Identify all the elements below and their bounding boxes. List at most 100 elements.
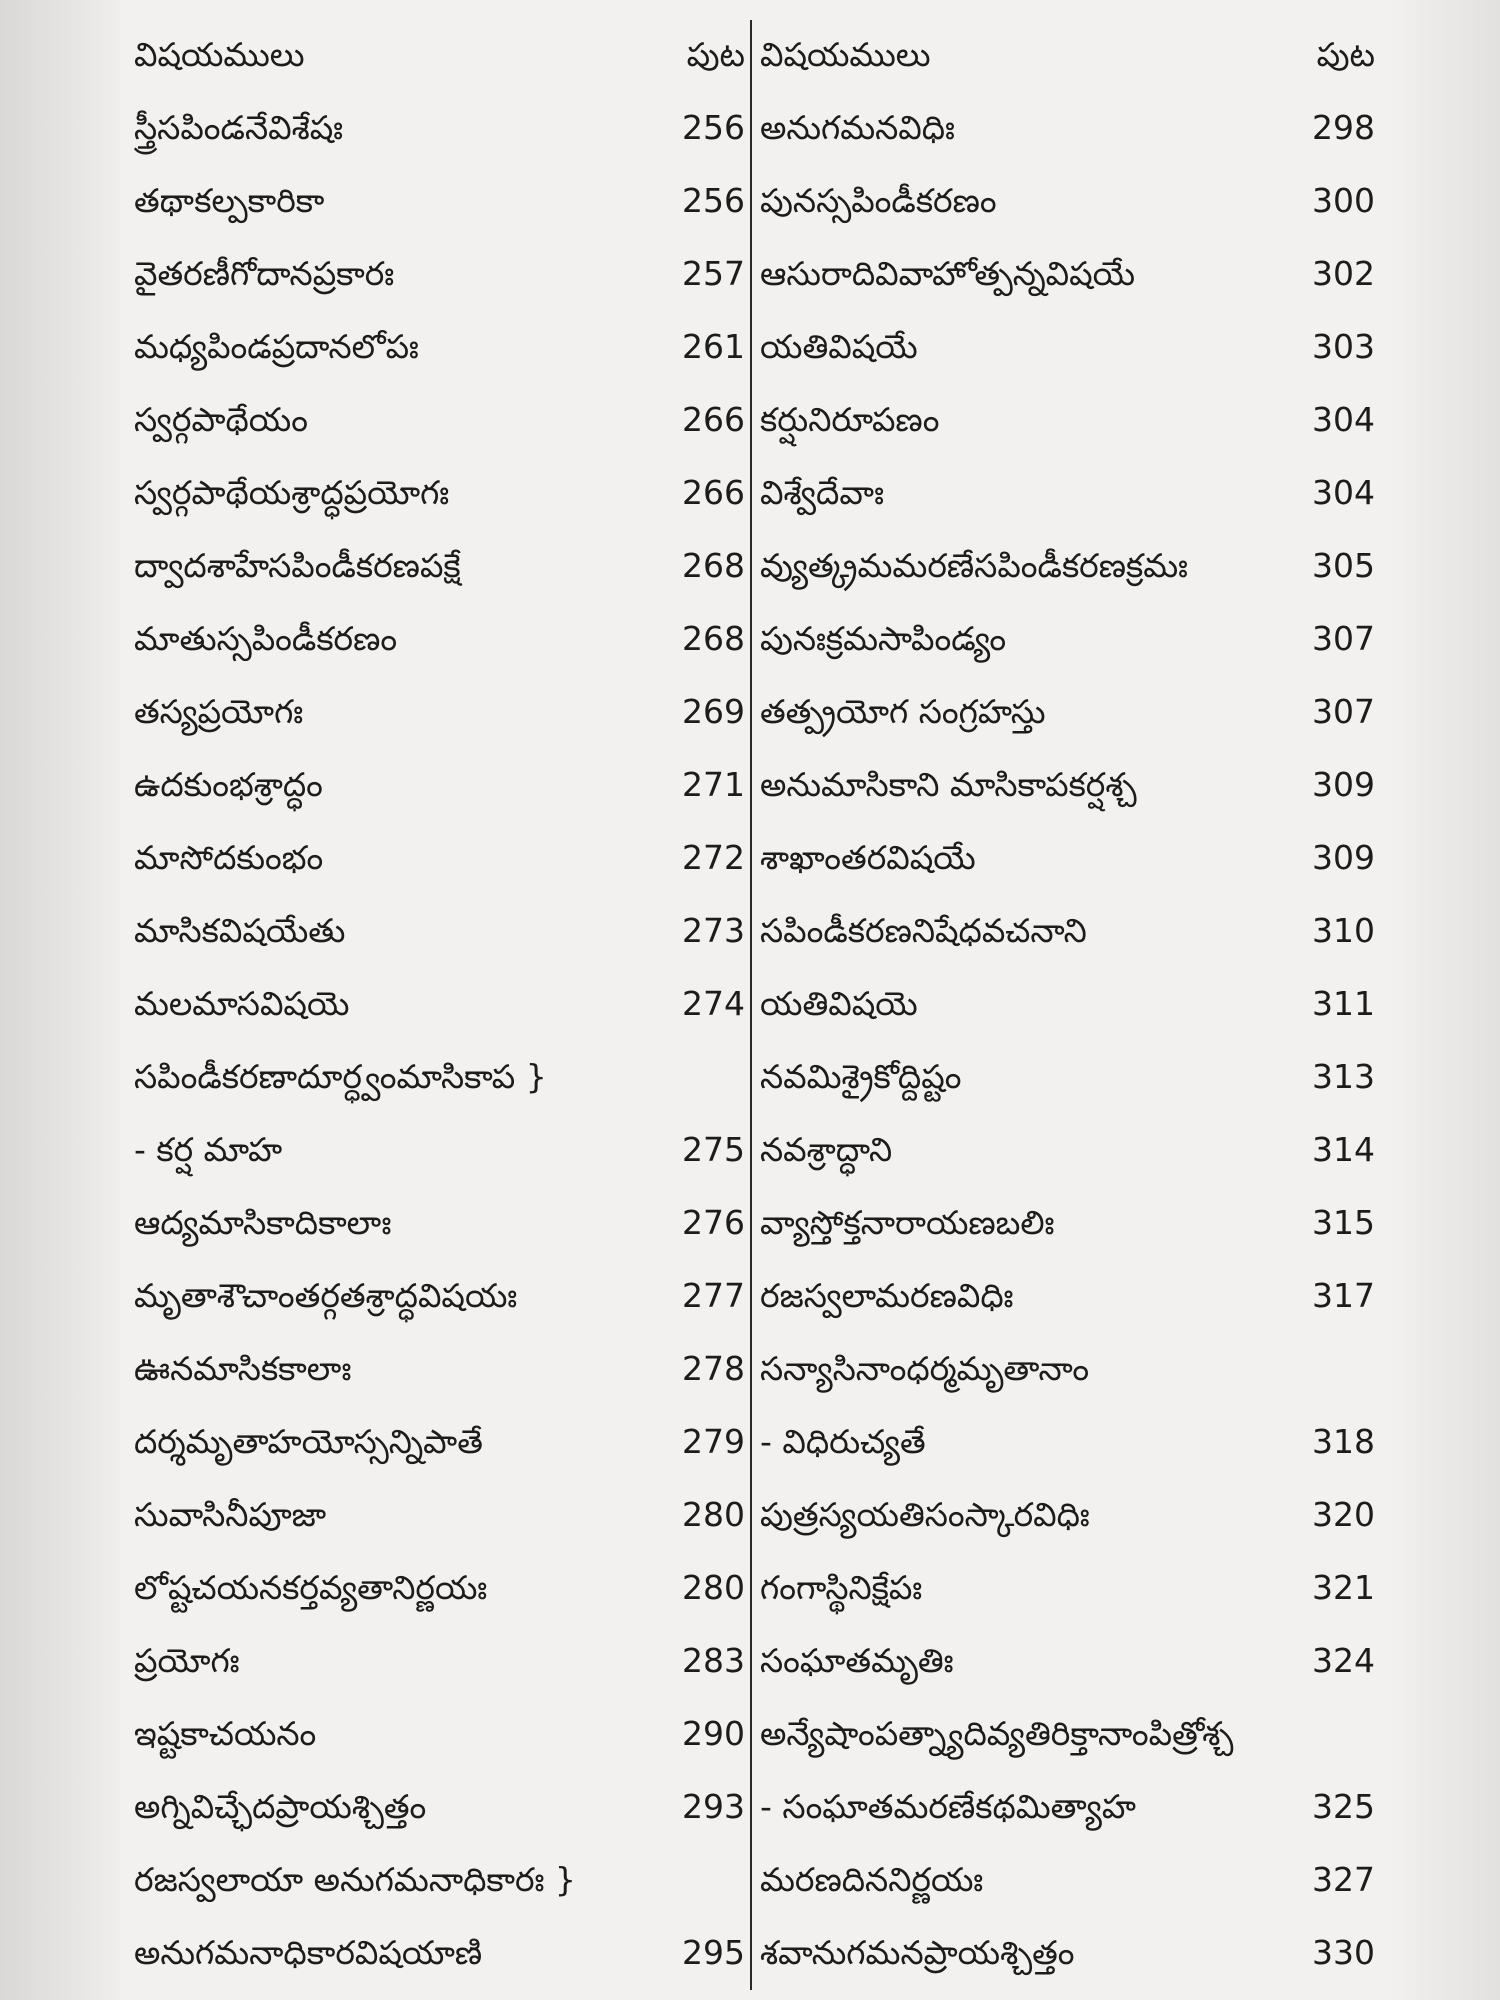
table-row: ఉదకుంభశ్రాద్ధం 271 అనుమాసికాని మాసికాపకర్ష… — [0, 748, 1500, 821]
table-row: మధ్యపిండప్రదానలోపః 261 యతివిషయే 303 — [0, 310, 1500, 383]
table-row: ఇష్టకాచయనం 290 అన్యేషాంపత్న్యాదివ్యతిరిక్త… — [0, 1697, 1500, 1770]
left-page-number: 266 — [682, 400, 745, 439]
left-subject: దర్శమృతాహయోస్సన్నిపాతే — [134, 1422, 483, 1461]
right-page-number: 317 — [1312, 1276, 1375, 1315]
table-row: సపిండీకరణాదూర్ధ్వంమాసికాప } నవమిశ్రైకోద్ద… — [0, 1040, 1500, 1113]
right-page-number: 321 — [1312, 1568, 1375, 1607]
right-page-number: 307 — [1312, 692, 1375, 731]
left-page-number: 266 — [682, 473, 745, 512]
table-row: స్వర్గపాథేయం 266 కర్షునిరూపణం 304 — [0, 383, 1500, 456]
right-subject: వ్యాస్తోక్తనారాయణబలిః — [760, 1203, 1055, 1242]
right-page-number: 303 — [1312, 327, 1375, 366]
left-subject: ఇష్టకాచయనం — [134, 1714, 317, 1753]
right-subject: అనుమాసికాని మాసికాపకర్షశ్చ — [760, 765, 1137, 804]
right-subject: అనుగమనవిధిః — [760, 108, 955, 147]
left-page-number: 261 — [682, 327, 745, 366]
left-subject: సపిండీకరణాదూర్ధ్వంమాసికాప } — [134, 1057, 547, 1096]
right-subject: సంఘాతమృతిః — [760, 1641, 954, 1680]
left-page-number: 290 — [682, 1714, 745, 1753]
right-page-number: 305 — [1312, 546, 1375, 585]
page-edge-shadow — [1390, 0, 1500, 2000]
table-row: మాసికవిషయేతు 273 సపిండీకరణనిషేధవచనాని 310 — [0, 894, 1500, 967]
table-row: మాసోదకుంభం 272 శాఖాంతరవిషయే 309 — [0, 821, 1500, 894]
table-row: ఊనమాసికకాలాః 278 సన్యాసినాంధర్మమృతానాం — [0, 1332, 1500, 1405]
table-row: తస్యప్రయోగః 269 తత్ప్రయోగ సంగ్రహస్తు 307 — [0, 675, 1500, 748]
right-subject: పుత్రస్యయతిసంస్కారవిధిః — [760, 1495, 1090, 1534]
table-row: సువాసినీపూజా 280 పుత్రస్యయతిసంస్కారవిధిః 32… — [0, 1478, 1500, 1551]
left-page-number: 279 — [682, 1422, 745, 1461]
left-subject: ద్వాదశాహేసపిండీకరణపక్షే — [134, 546, 461, 585]
right-subject: నవమిశ్రైకోద్దిష్టం — [760, 1057, 962, 1096]
left-page-number: 277 — [682, 1276, 745, 1315]
right-subject: పునఃక్రమసాపిండ్యం — [760, 619, 1007, 658]
right-page-number: 311 — [1312, 984, 1375, 1023]
right-subject: అన్యేషాంపత్న్యాదివ్యతిరిక్తానాంపిత్రోశ్చ — [760, 1714, 1234, 1753]
right-subject: సపిండీకరణనిషేధవచనాని — [760, 911, 1087, 950]
left-subject-header: విషయములు — [134, 35, 305, 74]
table-row: రజస్వలాయా అనుగమనాధికారః } మరణదిననిర్ణయః 32… — [0, 1843, 1500, 1916]
table-row: లోష్టచయనకర్తవ్యతానిర్ణయః 280 గంగాస్థినిక్ష… — [0, 1551, 1500, 1624]
right-page-number: 327 — [1312, 1860, 1375, 1899]
left-subject: ఊనమాసికకాలాః — [134, 1349, 352, 1388]
left-subject: ఉదకుంభశ్రాద్ధం — [134, 765, 323, 804]
left-page-number: 257 — [682, 254, 745, 293]
table-row: ద్వాదశాహేసపిండీకరణపక్షే 268 వ్యుత్క్రమమరణే… — [0, 529, 1500, 602]
right-page-number: 309 — [1312, 765, 1375, 804]
left-subject: సువాసినీపూజా — [134, 1495, 327, 1534]
table-row: తథాకల్పకారికా 256 పునస్సపిండీకరణం 300 — [0, 164, 1500, 237]
left-subject: ప్రయోగః — [134, 1641, 240, 1680]
left-page-number: 268 — [682, 619, 745, 658]
left-subject: తస్యప్రయోగః — [134, 692, 304, 731]
right-subject: శవానుగమనప్రాయశ్చిత్తం — [760, 1933, 1075, 1972]
column-divider — [750, 20, 752, 1990]
left-subject: లోష్టచయనకర్తవ్యతానిర్ణయః — [134, 1568, 488, 1607]
right-page-number: 300 — [1312, 181, 1375, 220]
table-row: వైతరణీగోదానప్రకారః 257 ఆసురాదివివాహోత్పన్న… — [0, 237, 1500, 310]
table-row: మాతుస్సపిండీకరణం 268 పునఃక్రమసాపిండ్యం 307 — [0, 602, 1500, 675]
left-subject: - కర్ష మాహ — [134, 1130, 283, 1169]
right-subject-header: విషయములు — [760, 35, 931, 74]
left-page-number: 268 — [682, 546, 745, 585]
right-subject: తత్ప్రయోగ సంగ్రహస్తు — [760, 692, 1046, 731]
right-page-number: 314 — [1312, 1130, 1375, 1169]
right-subject: గంగాస్థినిక్షేపః — [760, 1568, 923, 1607]
right-page-number: 330 — [1312, 1933, 1375, 1972]
right-page-number: 315 — [1312, 1203, 1375, 1242]
right-subject: మరణదిననిర్ణయః — [760, 1860, 984, 1899]
left-page-number: 274 — [682, 984, 745, 1023]
left-page-number: 295 — [682, 1933, 745, 1972]
right-subject: విశ్వేదేవాః — [760, 473, 885, 512]
right-page-number: 325 — [1312, 1787, 1375, 1826]
left-page-number: 256 — [682, 108, 745, 147]
left-page-number: 276 — [682, 1203, 745, 1242]
left-page-number: 269 — [682, 692, 745, 731]
right-subject: శాఖాంతరవిషయే — [760, 838, 976, 877]
left-page-number: 275 — [682, 1130, 745, 1169]
left-subject: అనుగమనాధికారవిషయాణి — [134, 1933, 483, 1972]
right-subject: ఆసురాదివివాహోత్పన్నవిషయే — [760, 254, 1136, 293]
right-page-header: పుట — [1316, 35, 1375, 74]
table-header: విషయములు పుట విషయములు పుట — [0, 18, 1500, 91]
left-subject: మధ్యపిండప్రదానలోపః — [134, 327, 419, 366]
left-page-number: 280 — [682, 1495, 745, 1534]
table-row: ఆద్యమాసికాదికాలాః 276 వ్యాస్తోక్తనారాయణబలి… — [0, 1186, 1500, 1259]
right-subject: యతివిషయె — [760, 984, 918, 1023]
right-page-number: 302 — [1312, 254, 1375, 293]
right-page-number: 304 — [1312, 473, 1375, 512]
right-subject: వ్యుత్క్రమమరణేసపిండీకరణక్రమః — [760, 546, 1188, 585]
right-subject: కర్షునిరూపణం — [760, 400, 940, 439]
right-subject: పునస్సపిండీకరణం — [760, 181, 997, 220]
table-row: దర్శమృతాహయోస్సన్నిపాతే 279 - విధిరుచ్యతే 31… — [0, 1405, 1500, 1478]
left-subject: మలమాసవిషయె — [134, 984, 350, 1023]
right-page-number: 320 — [1312, 1495, 1375, 1534]
left-subject: వైతరణీగోదానప్రకారః — [134, 254, 395, 293]
left-subject: రజస్వలాయా అనుగమనాధికారః } — [134, 1860, 576, 1899]
left-page-number: 256 — [682, 181, 745, 220]
right-subject: రజస్వలామరణవిధిః — [760, 1276, 1014, 1315]
table-row: స్వర్గపాథేయశ్రాద్ధప్రయోగః 266 విశ్వేదేవాః 3… — [0, 456, 1500, 529]
left-subject: మృతాశౌచాంతర్గతశ్రాద్ధవిషయః — [134, 1276, 518, 1315]
left-page-number: 293 — [682, 1787, 745, 1826]
right-page-number: 313 — [1312, 1057, 1375, 1096]
left-page-number: 280 — [682, 1568, 745, 1607]
right-page-number: 307 — [1312, 619, 1375, 658]
